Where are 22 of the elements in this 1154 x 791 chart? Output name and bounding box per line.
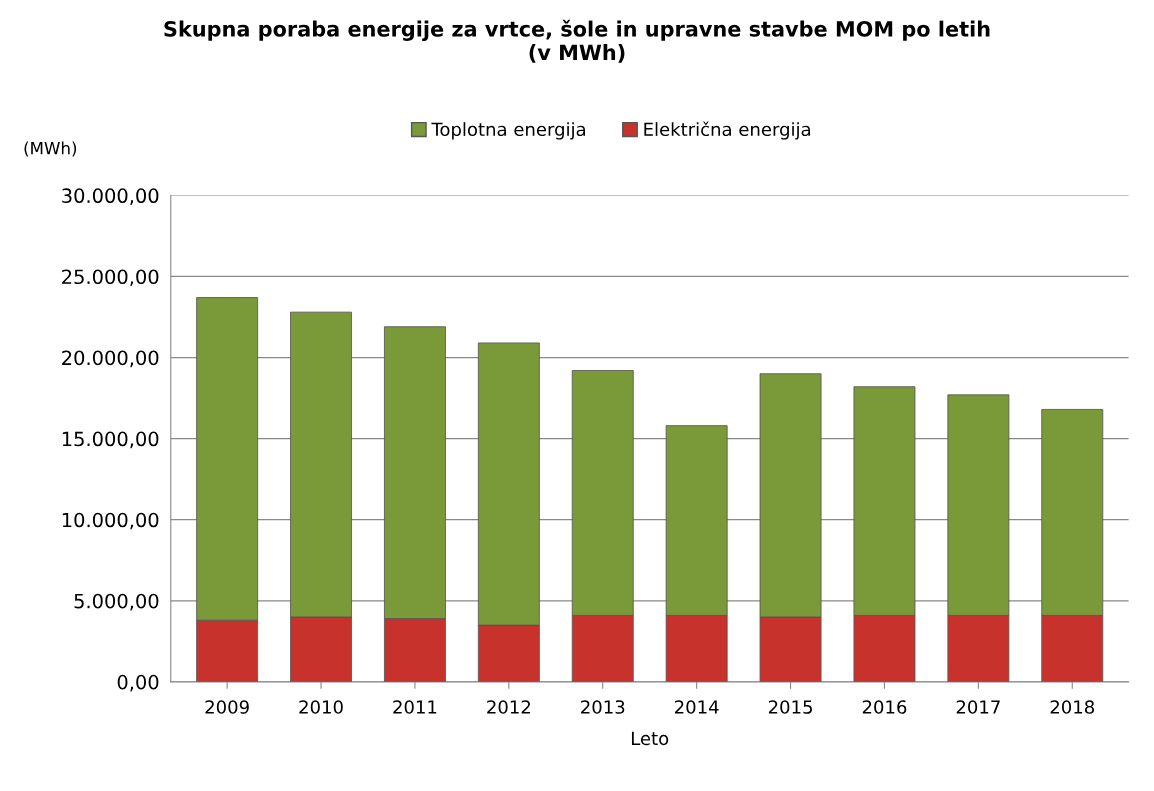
x-axis-title: Leto: [631, 731, 669, 746]
x-tick-label: 2015: [768, 700, 812, 714]
y-tick-label: 30.000,00: [62, 188, 159, 206]
x-tick-label: 2012: [487, 700, 531, 714]
x-tick-label: 2016: [862, 700, 907, 714]
x-tick-label: 2018: [1050, 700, 1095, 714]
y-tick-label: 25.000,00: [62, 269, 159, 287]
x-tick-label: 2009: [205, 700, 249, 714]
y-axis-title: (MWh): [24, 141, 77, 157]
y-tick-label: 10.000,00: [62, 512, 159, 530]
legend-label: Toplotna energija: [431, 122, 586, 140]
y-tick-label: 0,00: [117, 674, 159, 692]
x-tick-label: 2017: [956, 700, 1000, 714]
y-tick-label: 5.000,00: [74, 593, 159, 611]
legend-label: Električna energija: [644, 121, 810, 140]
x-tick-label: 2011: [393, 700, 437, 714]
x-tick-label: 2010: [299, 700, 343, 714]
y-tick-label: 20.000,00: [62, 350, 159, 368]
chart-title: Skupna poraba energije za vrtce, šole in upravne stavbe MOM po letih (v MWh): [164, 19, 990, 63]
x-tick-label: 2013: [581, 700, 625, 714]
x-tick-label: 2014: [675, 700, 719, 714]
y-tick-label: 15.000,00: [62, 431, 159, 449]
